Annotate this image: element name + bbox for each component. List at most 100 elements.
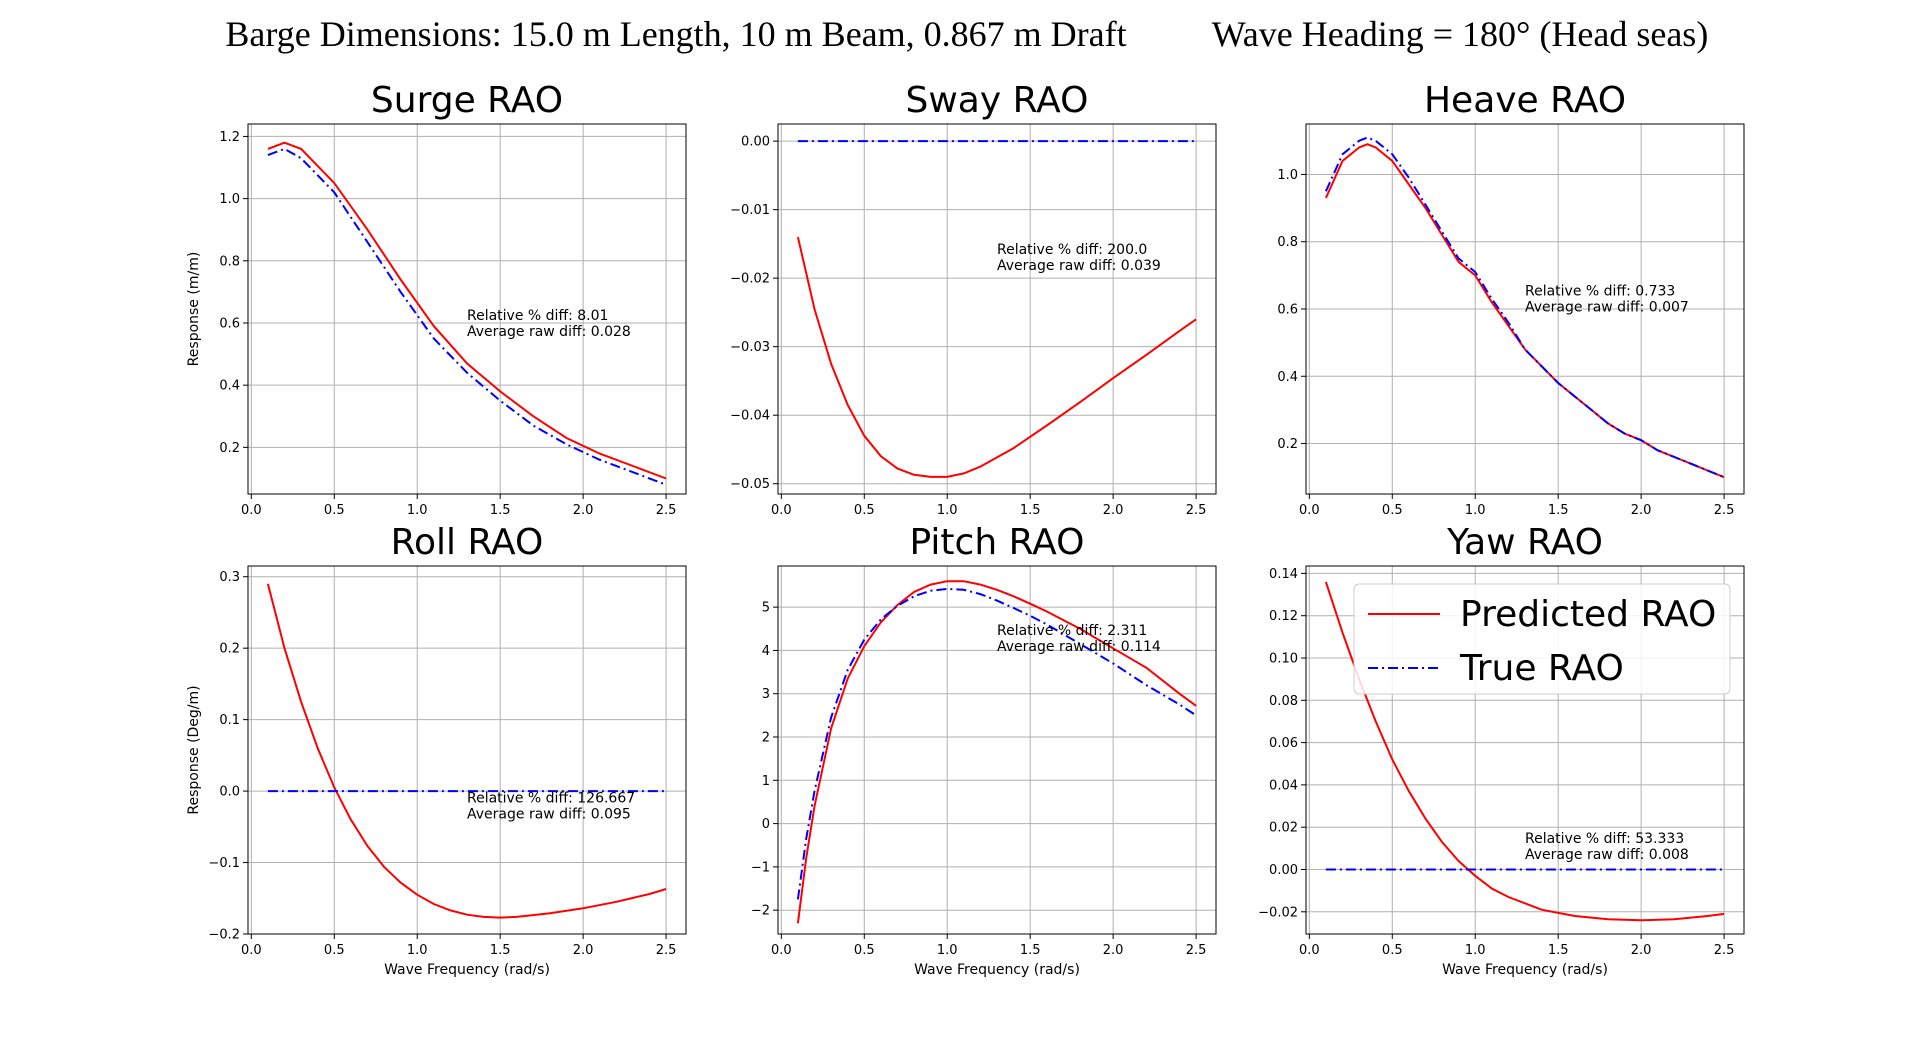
y-tick-label: 0.2 xyxy=(219,441,240,456)
y-tick-label: 0.04 xyxy=(1269,778,1298,793)
y-tick-label: −0.04 xyxy=(730,409,770,424)
diff-annotation: Relative % diff: 2.311 xyxy=(997,623,1147,639)
diff-annotation: Relative % diff: 53.333 xyxy=(1525,831,1684,847)
true-rao-line xyxy=(1324,136,1725,479)
diff-annotation: Relative % diff: 200.0 xyxy=(997,242,1147,258)
y-tick-label: 4 xyxy=(762,644,770,659)
y-tick-label: 0.06 xyxy=(1269,736,1298,751)
axes-frame xyxy=(777,123,1217,495)
y-tick-label: 0.3 xyxy=(219,570,240,585)
y-tick-label: 0.6 xyxy=(219,316,240,331)
x-tick-label: 1.0 xyxy=(407,503,428,518)
legend-frame xyxy=(1353,583,1731,695)
panel-title: Roll RAO xyxy=(391,522,544,563)
x-tick-label: 2.5 xyxy=(656,503,677,518)
x-tick-label: 2.0 xyxy=(1103,503,1124,518)
x-tick-label: 2.0 xyxy=(573,503,594,518)
diff-annotation: Average raw diff: 0.039 xyxy=(997,258,1161,274)
y-tick-label: 0.14 xyxy=(1269,567,1298,582)
x-tick-label: 0.5 xyxy=(1382,503,1403,518)
y-tick-label: 1.0 xyxy=(1277,168,1298,183)
x-tick-label: 1.0 xyxy=(937,943,958,958)
y-axis-label: Response (m/m) xyxy=(186,252,202,367)
y-tick-label: 0.1 xyxy=(219,713,240,728)
y-tick-label: −0.02 xyxy=(730,272,770,287)
predicted-rao-line xyxy=(1324,581,1725,922)
axes-frame xyxy=(1305,565,1745,935)
x-tick-label: 2.0 xyxy=(573,943,594,958)
x-tick-label: 1.5 xyxy=(1548,943,1569,958)
y-tick-label: 0.4 xyxy=(219,379,240,394)
panel-title: Heave RAO xyxy=(1424,80,1626,121)
legend-label: True RAO xyxy=(1459,648,1624,689)
y-tick-label: 1.0 xyxy=(219,192,240,207)
x-tick-label: 1.0 xyxy=(407,943,428,958)
y-tick-label: 5 xyxy=(762,601,770,616)
x-tick-label: 2.5 xyxy=(1186,503,1207,518)
x-axis-label: Wave Frequency (rad/s) xyxy=(384,962,550,978)
y-tick-label: 1 xyxy=(762,774,770,789)
x-tick-label: 1.5 xyxy=(490,943,511,958)
legend: Predicted RAO True RAO xyxy=(1353,583,1731,695)
diff-annotation: Average raw diff: 0.114 xyxy=(997,639,1161,655)
predicted-rao-line xyxy=(796,236,1197,478)
predicted-rao-line xyxy=(266,583,667,919)
y-tick-label: −2 xyxy=(751,904,770,919)
y-tick-label: −0.02 xyxy=(1258,905,1298,920)
x-tick-label: 0.0 xyxy=(771,943,792,958)
y-tick-label: 0.10 xyxy=(1269,652,1298,667)
x-tick-label: 0.5 xyxy=(1382,943,1403,958)
x-tick-label: 0.0 xyxy=(1299,943,1320,958)
y-tick-label: 3 xyxy=(762,687,770,702)
x-tick-label: 2.5 xyxy=(656,943,677,958)
surge-rao-panel: 0.0 0.5 1.0 1.5 2.0 2.5 0.2 0.4 0.6 0.8 1.0 1.2 Surg… xyxy=(186,80,687,518)
x-tick-label: 0.0 xyxy=(1299,503,1320,518)
diff-annotation: Average raw diff: 0.095 xyxy=(467,807,631,823)
axes-frame xyxy=(247,123,687,495)
predicted-rao-line xyxy=(267,141,667,480)
x-tick-label: 0.5 xyxy=(854,503,875,518)
x-tick-label: 1.5 xyxy=(490,503,511,518)
panel-title: Surge RAO xyxy=(371,80,563,121)
x-tick-label: 2.0 xyxy=(1103,943,1124,958)
y-tick-label: −1 xyxy=(751,860,770,875)
x-tick-label: 1.5 xyxy=(1020,503,1041,518)
diff-annotation: Relative % diff: 0.733 xyxy=(1525,284,1675,300)
y-tick-label: 2 xyxy=(762,731,770,746)
y-tick-label: 0.08 xyxy=(1269,694,1298,709)
axes-frame xyxy=(247,565,687,935)
x-tick-label: 1.0 xyxy=(1465,943,1486,958)
x-tick-label: 2.0 xyxy=(1631,943,1652,958)
sway-rao-panel: 0.0 0.5 1.0 1.5 2.0 2.5 0.00 −0.01 −0.02 −0.03 −0.… xyxy=(730,80,1217,518)
x-tick-label: 1.0 xyxy=(937,503,958,518)
panel-title: Sway RAO xyxy=(906,80,1089,121)
y-tick-label: 0.2 xyxy=(219,642,240,657)
x-tick-label: 2.5 xyxy=(1714,503,1735,518)
y-tick-label: −0.03 xyxy=(730,340,770,355)
diff-annotation: Relative % diff: 8.01 xyxy=(467,308,608,324)
y-tick-label: −0.05 xyxy=(730,477,770,492)
y-tick-label: 0.2 xyxy=(1277,437,1298,452)
y-tick-label: 0.8 xyxy=(219,254,240,269)
x-axis-label: Wave Frequency (rad/s) xyxy=(914,962,1080,978)
x-tick-label: 0.0 xyxy=(771,503,792,518)
x-tick-label: 1.0 xyxy=(1465,503,1486,518)
pitch-rao-panel: 0.0 0.5 1.0 1.5 2.0 2.5 5 4 3 2 1 0 −1 −2 Pitch RAO Wav… xyxy=(751,522,1217,978)
y-tick-label: 0.6 xyxy=(1277,303,1298,318)
panel-title: Yaw RAO xyxy=(1446,522,1603,563)
predicted-rao-line xyxy=(796,580,1197,924)
suptitle-right: Wave Heading = 180° (Head seas) xyxy=(1212,14,1709,54)
x-tick-label: 0.5 xyxy=(854,943,875,958)
axes-frame xyxy=(777,565,1217,935)
x-tick-label: 0.5 xyxy=(324,943,345,958)
y-tick-label: 0.00 xyxy=(1269,863,1298,878)
diff-annotation: Average raw diff: 0.028 xyxy=(467,324,631,340)
x-tick-label: 2.0 xyxy=(1631,503,1652,518)
roll-rao-panel: 0.0 0.5 1.0 1.5 2.0 2.5 0.3 0.2 0.1 0.0 −0.1 −0.2 Ro… xyxy=(186,522,687,978)
yaw-rao-panel: 0.0 0.5 1.0 1.5 2.0 2.5 0.14 0.12 0.10 0.08 0.06 0.… xyxy=(1258,522,1745,978)
y-tick-label: −0.2 xyxy=(208,928,240,943)
diff-annotation: Average raw diff: 0.007 xyxy=(1525,300,1689,316)
y-tick-label: 0.02 xyxy=(1269,821,1298,836)
x-tick-label: 2.5 xyxy=(1186,943,1207,958)
